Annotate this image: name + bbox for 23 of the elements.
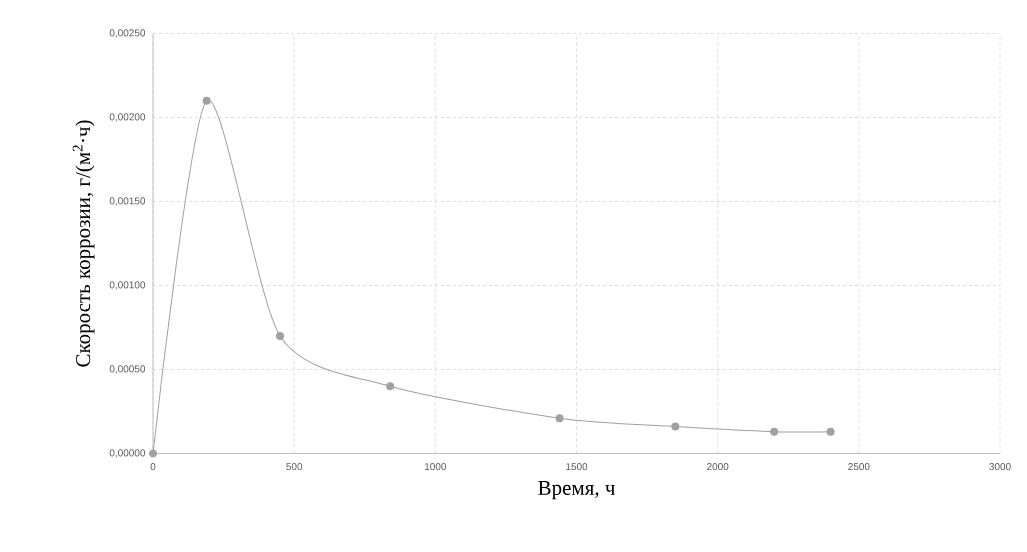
y-tick-label: 0,00250 <box>109 29 146 38</box>
point <box>770 427 779 436</box>
x-tick-label: 0 <box>150 463 156 471</box>
y-tick-label: 0,00200 <box>109 113 146 122</box>
point <box>202 96 211 105</box>
y-axis-title: Скорость коррозии, г/(м$^{2}$·ч) <box>72 120 95 367</box>
y-tick-label: 0,00100 <box>109 281 146 290</box>
x-tick-label: 3000 <box>989 463 1011 471</box>
point <box>149 449 157 458</box>
x-tick-label: 2000 <box>707 463 729 471</box>
point <box>671 422 680 431</box>
y-tick-label: 0,00000 <box>109 449 146 458</box>
x-axis-title: Время, ч <box>538 480 615 500</box>
y-tick-label: 0,00150 <box>109 197 146 206</box>
point <box>555 414 564 423</box>
x-tick-label: 500 <box>286 463 303 471</box>
y-tick-label: 0,00050 <box>109 365 146 374</box>
point <box>276 331 285 340</box>
point <box>826 427 835 436</box>
x-tick-label: 1500 <box>566 463 588 471</box>
x-tick-label: 2500 <box>848 463 870 471</box>
x-tick-label: 1000 <box>424 463 447 471</box>
point <box>386 382 395 391</box>
